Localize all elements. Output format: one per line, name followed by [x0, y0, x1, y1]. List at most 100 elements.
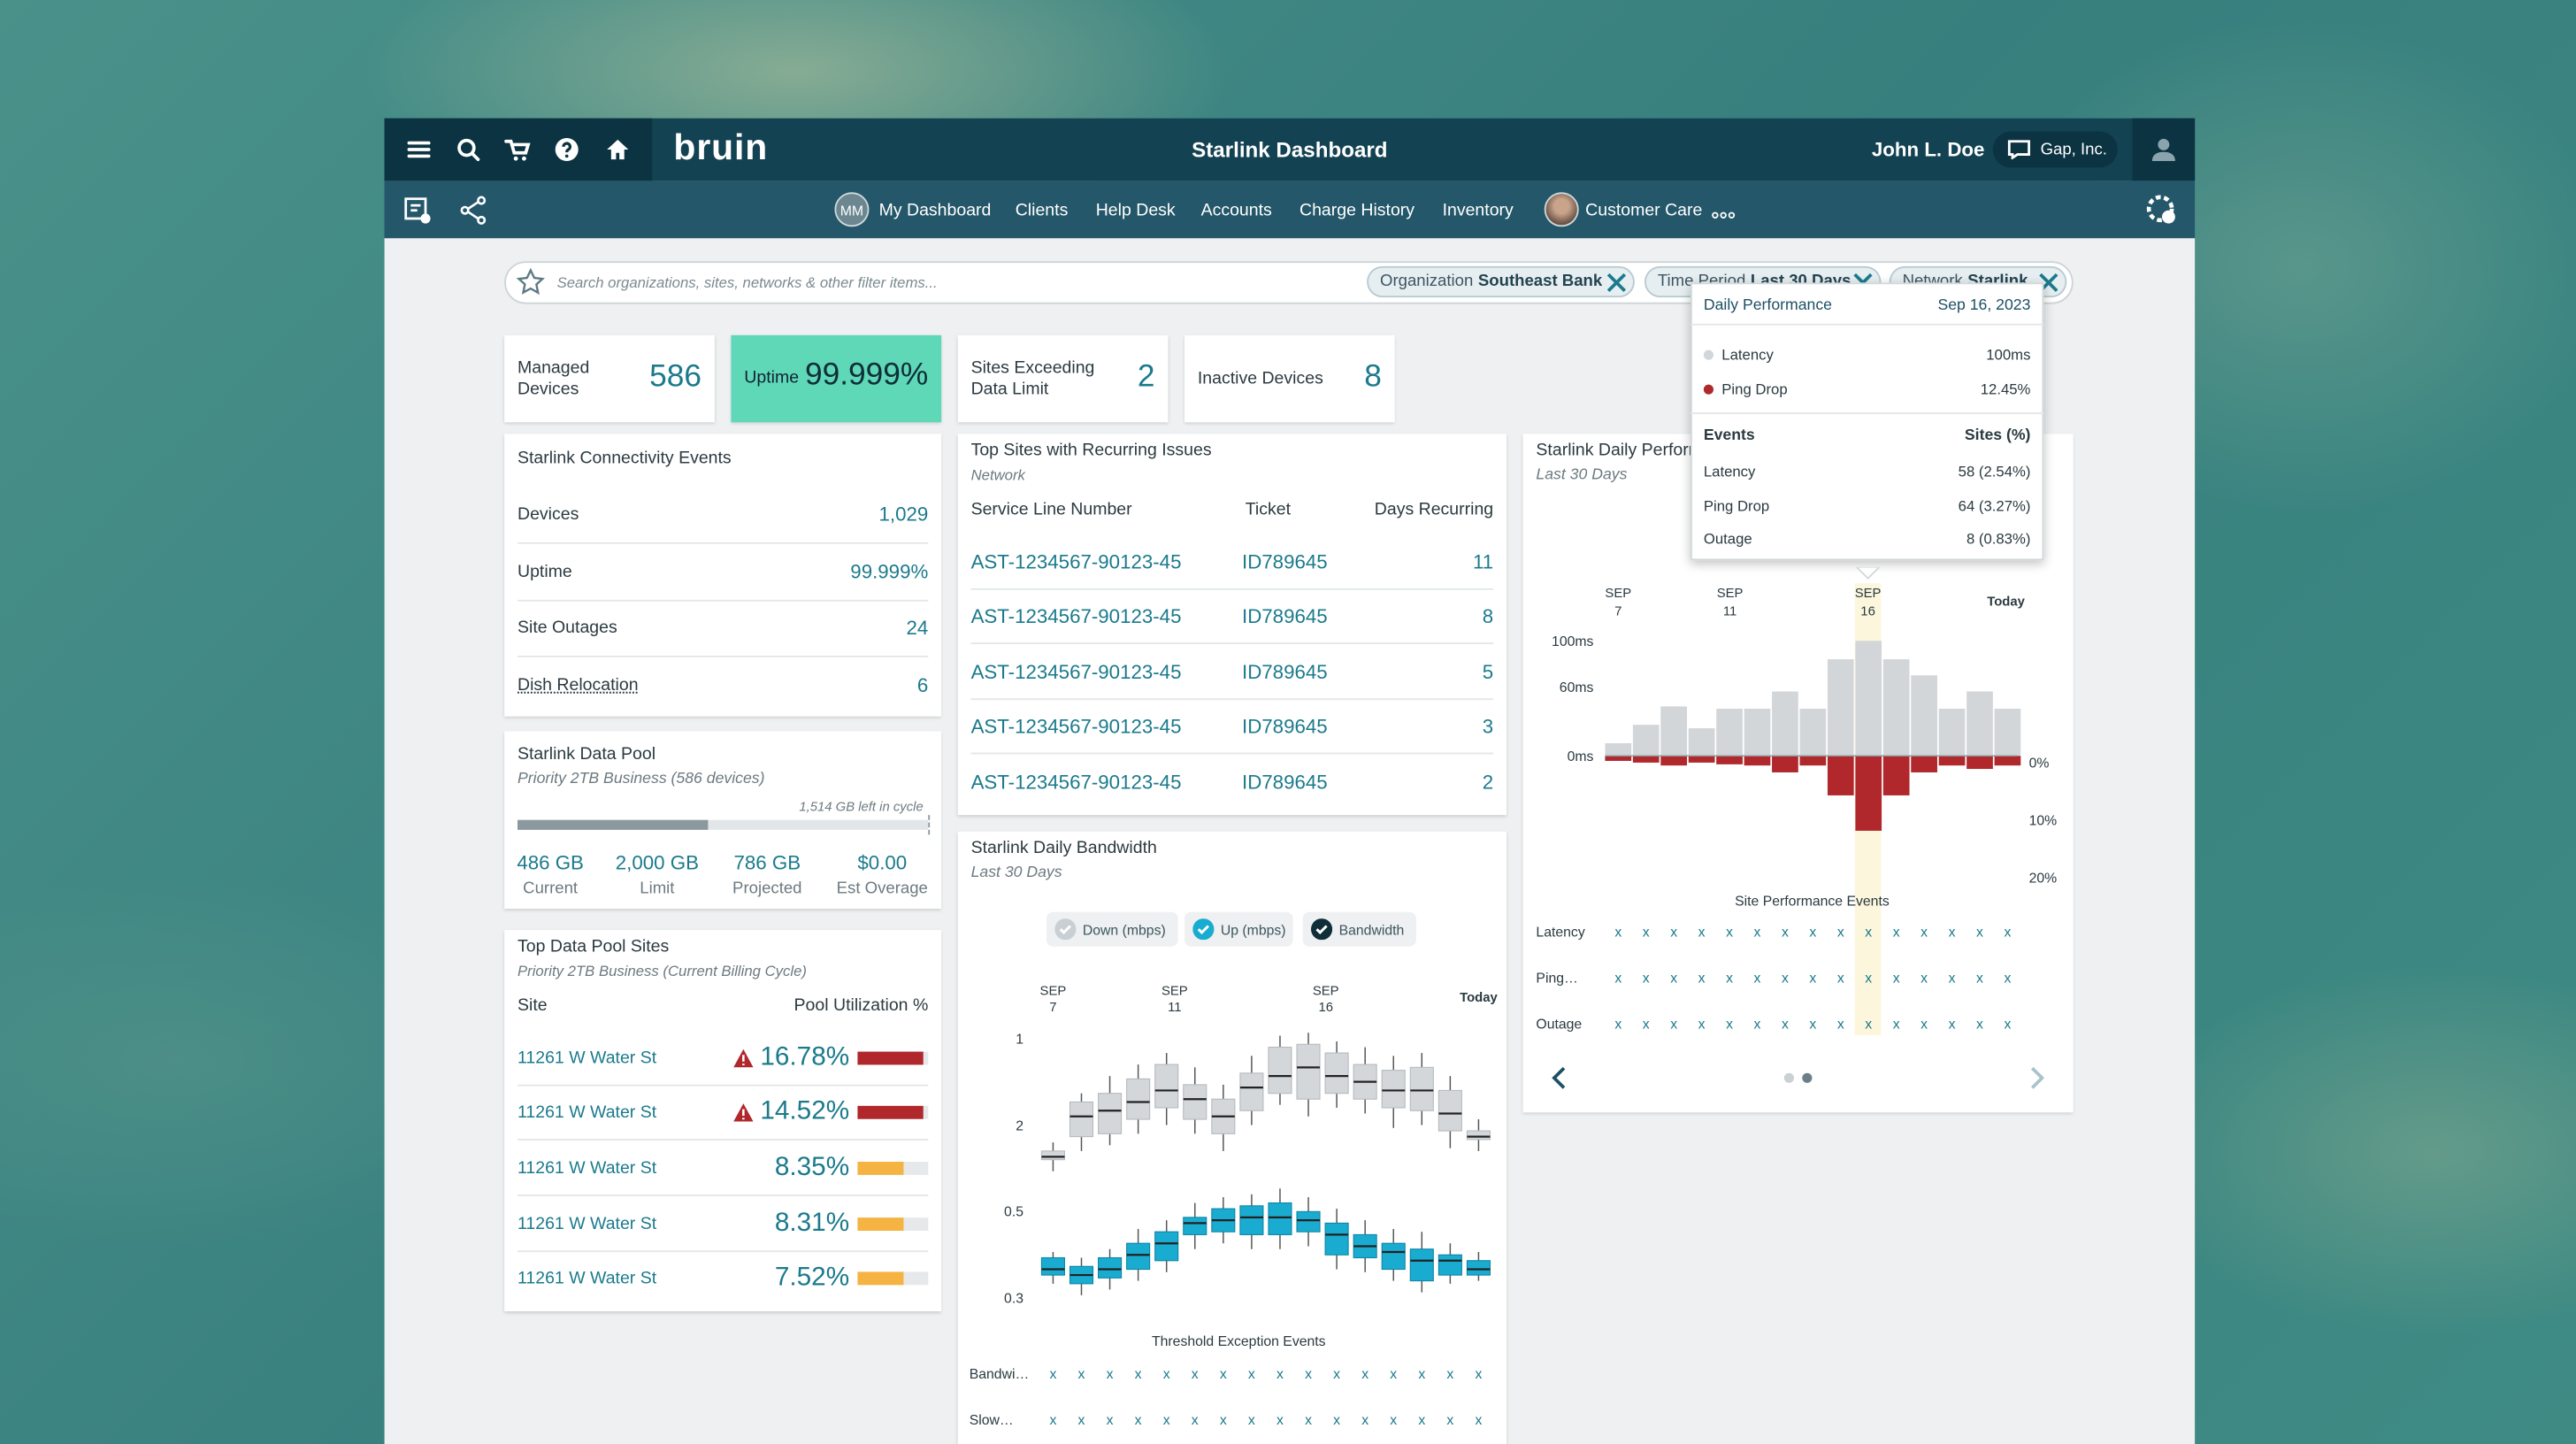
x-tick-label: Today [1460, 989, 1498, 1005]
nav-item[interactable]: Help Desk [1095, 200, 1176, 220]
service-line-link[interactable]: AST-1234567-90123-45 [970, 771, 1182, 794]
legend-chip[interactable]: Down (mbps) [1046, 911, 1178, 947]
card [957, 334, 1169, 423]
event-mark: x [1077, 1365, 1085, 1382]
service-line-link[interactable]: AST-1234567-90123-45 [970, 550, 1182, 574]
svg [555, 138, 579, 161]
site-link[interactable]: 11261 W Water St [518, 1214, 657, 1234]
ticket-link[interactable]: ID789645 [1242, 604, 1328, 628]
event-mark: x [1475, 1365, 1483, 1382]
nav-item[interactable]: Clients [1015, 200, 1069, 220]
row-value: 24 [906, 616, 929, 640]
row-divider [970, 642, 1494, 644]
org-pill[interactable]: Gap, Inc. [1992, 131, 2118, 168]
days-recurring: 11 [1472, 550, 1494, 574]
tooltip-metric-value: 100ms [1986, 346, 2031, 364]
box [1296, 1210, 1321, 1233]
event-mark: x [1670, 969, 1678, 987]
event-row-label: Bandwi… [969, 1365, 1030, 1382]
more-icon[interactable] [1710, 202, 1736, 219]
site-link[interactable]: 11261 W Water St [518, 1268, 657, 1288]
event-mark: x [1247, 1411, 1255, 1428]
event-mark: x [1446, 1411, 1454, 1428]
ticket-link[interactable]: ID789645 [1242, 660, 1328, 684]
legend-chip[interactable]: Up (mbps) [1184, 911, 1293, 947]
nav-item[interactable]: Inventory [1442, 200, 1514, 220]
menu-icon[interactable] [406, 136, 433, 163]
site-link[interactable]: 11261 W Water St [518, 1048, 657, 1069]
box [1069, 1101, 1094, 1138]
svg [733, 1103, 754, 1122]
box [1154, 1231, 1179, 1262]
user-icon[interactable] [2150, 136, 2177, 163]
pager-dot[interactable] [1783, 1072, 1794, 1083]
filter-chip[interactable]: Organization Southeast Bank [1367, 265, 1635, 298]
nav-item[interactable]: Customer Care [1585, 200, 1703, 220]
avatar[interactable]: MM [834, 192, 870, 227]
ping-drop-bar [1744, 756, 1771, 766]
svg [901, 240, 922, 250]
settings-icon[interactable] [2145, 194, 2178, 227]
row-divider [518, 1084, 929, 1087]
card-subtitle: Last 30 Days [1536, 465, 1628, 484]
days-recurring: 5 [1482, 660, 1494, 684]
row-divider [518, 1139, 929, 1141]
event-row-label: Latency [1536, 923, 1585, 941]
care-avatar[interactable] [1544, 192, 1579, 227]
site-link[interactable]: 11261 W Water St [518, 1102, 657, 1123]
svg [1854, 565, 1882, 580]
search-icon[interactable] [455, 136, 481, 163]
service-line-link[interactable]: AST-1234567-90123-45 [970, 714, 1182, 738]
nav-item[interactable]: Charge History [1300, 200, 1415, 220]
tooltip-event: Latency [1703, 463, 1756, 480]
nav-item[interactable]: Accounts [1200, 200, 1272, 220]
star-icon[interactable] [516, 267, 545, 297]
legend-chip[interactable]: Bandwidth [1302, 911, 1416, 947]
row-divider [518, 1250, 929, 1253]
next-arrow[interactable] [2028, 1066, 2047, 1089]
tooltip-divider [1690, 412, 2044, 414]
handle [471, 151, 480, 161]
latency-bar [1688, 728, 1715, 757]
box [1409, 1248, 1434, 1282]
latency-bar [1605, 742, 1632, 757]
reports-icon[interactable] [402, 196, 432, 225]
ticket-link[interactable]: ID789645 [1242, 714, 1328, 738]
card [731, 334, 942, 423]
help-icon[interactable] [554, 136, 580, 163]
kpi-value: 2 [1137, 359, 1155, 395]
remove-filter[interactable] [1606, 272, 1627, 292]
service-line-link[interactable]: AST-1234567-90123-45 [970, 660, 1182, 684]
event-mark: x [1049, 1411, 1057, 1428]
ping-drop-bar [1632, 756, 1660, 763]
tooltip [1690, 282, 2044, 561]
kpi-label: Sites Exceeding Data Limit [970, 357, 1095, 400]
ping-drop-bar [1660, 756, 1688, 766]
x-tick-label: 7 [1049, 1000, 1057, 1015]
cart-icon[interactable] [504, 136, 531, 163]
event-mark: x [1106, 1411, 1114, 1428]
share-icon[interactable] [458, 196, 487, 225]
util-fill [857, 1217, 904, 1231]
prev-arrow[interactable] [1549, 1066, 1568, 1089]
event-mark: x [1219, 1411, 1227, 1428]
ping-drop-bar [1799, 756, 1827, 766]
svg [1552, 1066, 1566, 1089]
box [1409, 1066, 1434, 1111]
event-mark: x [1865, 923, 1873, 941]
row-divider [518, 542, 929, 544]
event-mark: x [1753, 1015, 1761, 1033]
kpi-label: Uptime [744, 368, 800, 388]
filter-key: Organization [1380, 273, 1474, 291]
site-link[interactable]: 11261 W Water St [518, 1158, 657, 1179]
home-icon[interactable] [604, 136, 631, 163]
service-line-link[interactable]: AST-1234567-90123-45 [970, 604, 1182, 628]
lens [457, 138, 476, 157]
box [1126, 1078, 1151, 1120]
nav-item[interactable]: My Dashboard [878, 200, 992, 220]
ticket-link[interactable]: ID789645 [1242, 550, 1328, 574]
pager-dot[interactable] [1802, 1072, 1813, 1083]
x-tick-label: SEP [1161, 983, 1188, 999]
ticket-link[interactable]: ID789645 [1242, 771, 1328, 794]
row-divider [970, 698, 1494, 701]
